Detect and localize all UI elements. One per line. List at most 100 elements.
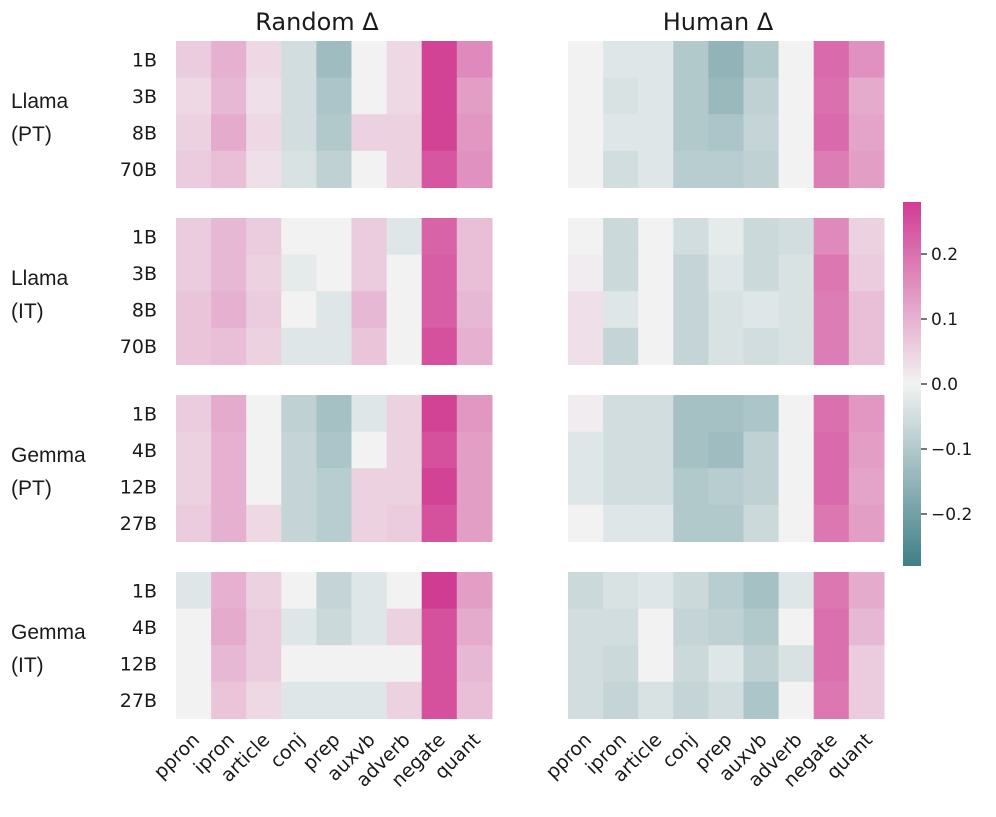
row-label-3-1: 4B (132, 617, 157, 639)
cell-random-0-2-ppron (176, 114, 212, 152)
cell-random-0-1-ppron (176, 77, 212, 115)
cell-human-3-2-conj (673, 645, 709, 683)
cell-random-1-1-conj (281, 254, 317, 292)
cell-human-1-3-negate (813, 327, 850, 365)
cell-human-2-2-quant (848, 468, 885, 506)
cell-human-1-3-conj (673, 327, 709, 365)
cell-random-1-2-auxvb (351, 291, 388, 329)
row-label-2-2: 12B (120, 477, 157, 499)
cell-human-0-2-negate (813, 114, 850, 152)
cell-human-3-1-auxvb (743, 608, 780, 646)
cell-human-0-0-ipron (603, 41, 639, 79)
cell-human-1-0-ipron (603, 218, 639, 256)
cell-random-3-2-conj (281, 645, 317, 683)
cell-random-0-2-conj (281, 114, 317, 152)
cell-random-3-1-conj (281, 608, 317, 646)
colorbar-gradient (903, 202, 921, 566)
cell-human-1-1-article (638, 254, 674, 292)
cell-human-2-3-auxvb (743, 504, 780, 542)
cell-random-2-0-ipron (211, 395, 247, 433)
cell-human-0-1-quant (848, 77, 885, 115)
cell-human-3-3-conj (673, 681, 709, 719)
cell-human-2-1-quant (848, 431, 885, 469)
cell-human-1-1-quant (848, 254, 885, 292)
cell-human-1-2-ppron (568, 291, 604, 329)
cell-human-3-0-quant (848, 572, 885, 610)
cell-random-1-0-adverb (386, 218, 423, 256)
cell-random-0-2-article (246, 114, 282, 152)
cell-human-2-2-negate (813, 468, 850, 506)
cell-human-2-3-ppron (568, 504, 604, 542)
group-label-1-line1: Llama (11, 267, 69, 290)
cell-human-2-3-ipron (603, 504, 639, 542)
row-label-0-2: 8B (132, 123, 157, 145)
cell-random-3-0-negate (421, 572, 458, 610)
cell-random-0-2-quant (456, 114, 493, 152)
cell-human-0-1-adverb (778, 77, 815, 115)
cell-random-0-0-ppron (176, 41, 212, 79)
column-labels: ppronipronarticleconjprepauxvbadverbnega… (150, 729, 877, 792)
cell-human-2-1-ppron (568, 431, 604, 469)
cell-random-0-2-prep (316, 114, 353, 152)
cell-random-0-1-auxvb (351, 77, 388, 115)
cell-human-1-1-negate (813, 254, 850, 292)
cell-random-2-0-quant (456, 395, 493, 433)
cell-human-2-1-auxvb (743, 431, 780, 469)
colorbar-tick-label-4: −0.2 (931, 505, 972, 525)
cell-human-0-0-prep (708, 41, 745, 79)
cell-random-1-0-ppron (176, 218, 212, 256)
colorbar-tick-label-2: 0.0 (931, 375, 958, 395)
cell-random-3-3-prep (316, 681, 353, 719)
cell-random-2-1-ipron (211, 431, 247, 469)
cell-random-3-3-quant (456, 681, 493, 719)
cell-random-3-1-ppron (176, 608, 212, 646)
cell-human-2-0-article (638, 395, 674, 433)
cell-random-3-0-ppron (176, 572, 212, 610)
cell-human-3-0-negate (813, 572, 850, 610)
cell-human-2-1-negate (813, 431, 850, 469)
cell-human-0-3-ipron (603, 150, 639, 188)
row-label-0-3: 70B (120, 159, 157, 181)
cell-random-3-3-adverb (386, 681, 423, 719)
cell-human-0-2-prep (708, 114, 745, 152)
cell-human-1-1-ipron (603, 254, 639, 292)
cell-random-2-1-ppron (176, 431, 212, 469)
cell-human-3-3-article (638, 681, 674, 719)
cell-random-1-0-negate (421, 218, 458, 256)
cell-random-1-3-conj (281, 327, 317, 365)
cell-random-3-0-article (246, 572, 282, 610)
cell-human-0-3-negate (813, 150, 850, 188)
cell-random-3-2-prep (316, 645, 353, 683)
cell-random-2-3-article (246, 504, 282, 542)
cell-human-0-0-auxvb (743, 41, 780, 79)
cell-human-3-2-prep (708, 645, 745, 683)
cell-human-1-0-adverb (778, 218, 815, 256)
row-label-0-1: 3B (132, 86, 157, 108)
row-label-3-3: 27B (120, 690, 157, 712)
cell-human-0-2-adverb (778, 114, 815, 152)
cell-random-2-2-negate (421, 468, 458, 506)
cell-human-1-2-conj (673, 291, 709, 329)
cell-random-1-1-prep (316, 254, 353, 292)
cell-random-2-2-conj (281, 468, 317, 506)
cell-human-0-0-conj (673, 41, 709, 79)
cell-human-3-1-quant (848, 608, 885, 646)
cell-random-3-3-ppron (176, 681, 212, 719)
cell-human-3-2-negate (813, 645, 850, 683)
cell-human-3-2-auxvb (743, 645, 780, 683)
cell-random-0-2-ipron (211, 114, 247, 152)
cell-human-1-0-prep (708, 218, 745, 256)
row-label-0-0: 1B (132, 49, 157, 71)
cell-human-3-1-prep (708, 608, 745, 646)
group-label-0-line1: Llama (11, 90, 69, 113)
cell-random-2-2-auxvb (351, 468, 388, 506)
cell-random-3-0-adverb (386, 572, 423, 610)
cell-random-2-3-auxvb (351, 504, 388, 542)
cell-random-2-0-conj (281, 395, 317, 433)
cell-random-1-3-auxvb (351, 327, 388, 365)
cell-human-0-1-ipron (603, 77, 639, 115)
cell-human-2-0-auxvb (743, 395, 780, 433)
cell-human-0-2-auxvb (743, 114, 780, 152)
cell-random-0-0-ipron (211, 41, 247, 79)
cell-human-1-3-article (638, 327, 674, 365)
